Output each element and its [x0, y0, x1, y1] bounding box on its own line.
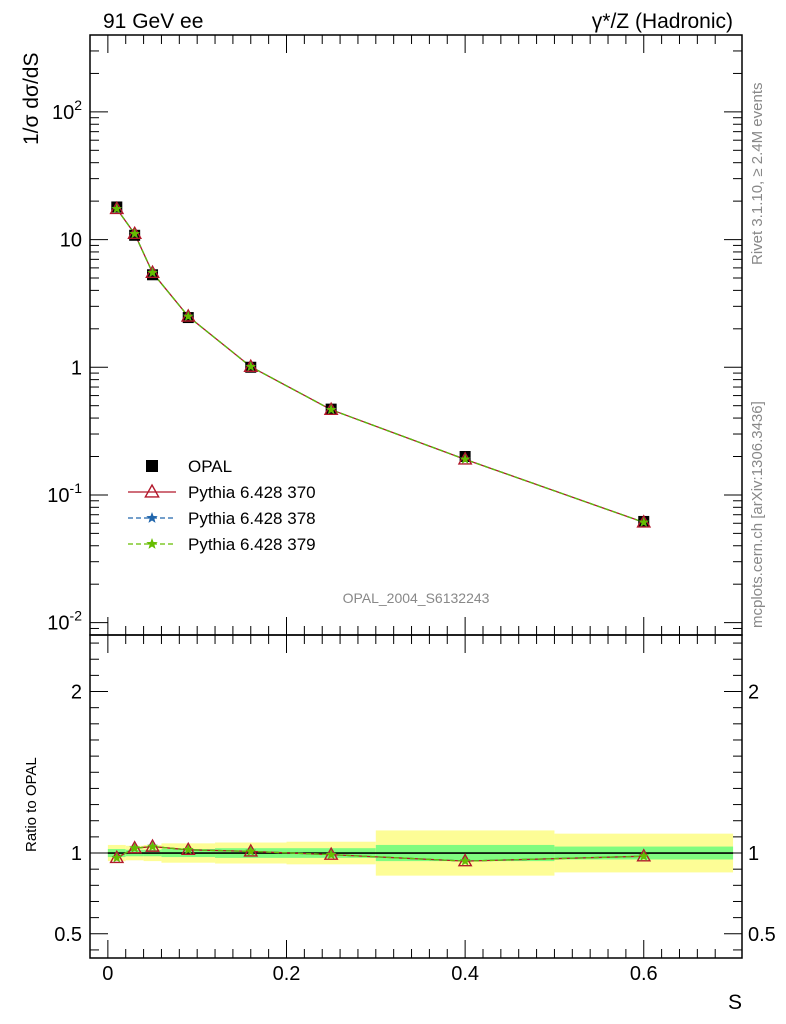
main-ytick-label: 10 — [60, 230, 82, 252]
ratio-frame — [89, 634, 743, 959]
ratio-star-point — [147, 841, 158, 852]
legend-marker-opal — [146, 460, 158, 472]
ratio-plot-series — [109, 838, 652, 867]
ratio-ytick-label: 2 — [71, 682, 82, 704]
series-line-3 — [116, 208, 644, 523]
main-ytick-label: 1 — [71, 357, 82, 379]
py379-point — [325, 404, 337, 415]
ratio-ytick-label-right: 1 — [748, 843, 759, 865]
mcplots-citation-label: mcplots.cern.ch [arXiv:1306.3436] — [749, 401, 766, 628]
ratio-ylabel: Ratio to OPAL — [23, 757, 40, 852]
ratio-ytick-label: 1 — [71, 843, 82, 865]
py379-point — [245, 361, 256, 372]
legend-marker-star — [146, 538, 158, 549]
header-right-label: γ*/Z (Hadronic) — [592, 10, 733, 33]
py379-point — [459, 453, 471, 464]
xtick-label: 0.4 — [451, 963, 479, 985]
header-left-label: 91 GeV ee — [103, 10, 203, 33]
ratio-star-point — [183, 844, 194, 855]
ratio-ytick-label-right: 2 — [748, 682, 759, 704]
legend-label: Pythia 6.428 370 — [188, 483, 316, 502]
main-ytick-label: 102 — [52, 97, 82, 124]
rivet-version-label: Rivet 3.1.10, ≥ 2.4M events — [749, 83, 766, 266]
ratio-star-point — [111, 852, 123, 863]
ratio-ytick-label: 0.5 — [54, 924, 82, 946]
legend: OPAL Pythia 6.428 370 Pythia 6.428 378 Pyth… — [128, 457, 316, 554]
ratio-star-point — [129, 842, 140, 853]
legend-label: OPAL — [188, 457, 232, 476]
ratio-star-point — [245, 845, 256, 856]
legend-label: Pythia 6.428 379 — [188, 535, 316, 554]
ratio-ytick-label-right: 0.5 — [748, 924, 776, 946]
main-plot-series — [109, 200, 652, 528]
ratio-star-point — [638, 850, 649, 861]
xtick-label: 0.6 — [630, 963, 658, 985]
py379-point — [129, 228, 140, 239]
py379-point — [638, 516, 649, 527]
legend-marker-star — [146, 512, 158, 523]
legend-label: Pythia 6.428 378 — [188, 509, 316, 528]
ratio-line-2 — [116, 845, 644, 862]
legend-marker-triangle — [144, 483, 160, 498]
ratio-uncertainty-bands — [107, 830, 734, 876]
xtick-label: 0 — [102, 963, 113, 985]
main-ytick-label: 10-1 — [47, 480, 82, 507]
py379-point — [183, 310, 194, 321]
py379-point — [111, 203, 123, 214]
axes: 10-2 10-1 1 10 102 0 0.2 0.4 0.6 0.5 0.5 1 1 2 2 — [47, 34, 776, 985]
main-ytick-label: 10-2 — [47, 608, 82, 635]
ratio-star-point — [325, 849, 337, 860]
x-axis-label: S — [728, 991, 742, 1014]
analysis-id-label: OPAL_2004_S6132243 — [343, 590, 490, 606]
main-ylabel: 1/σ dσ/dS — [20, 53, 43, 145]
ratio-star-point — [459, 855, 471, 866]
xtick-label: 0.2 — [273, 963, 301, 985]
py379-point — [147, 267, 158, 278]
